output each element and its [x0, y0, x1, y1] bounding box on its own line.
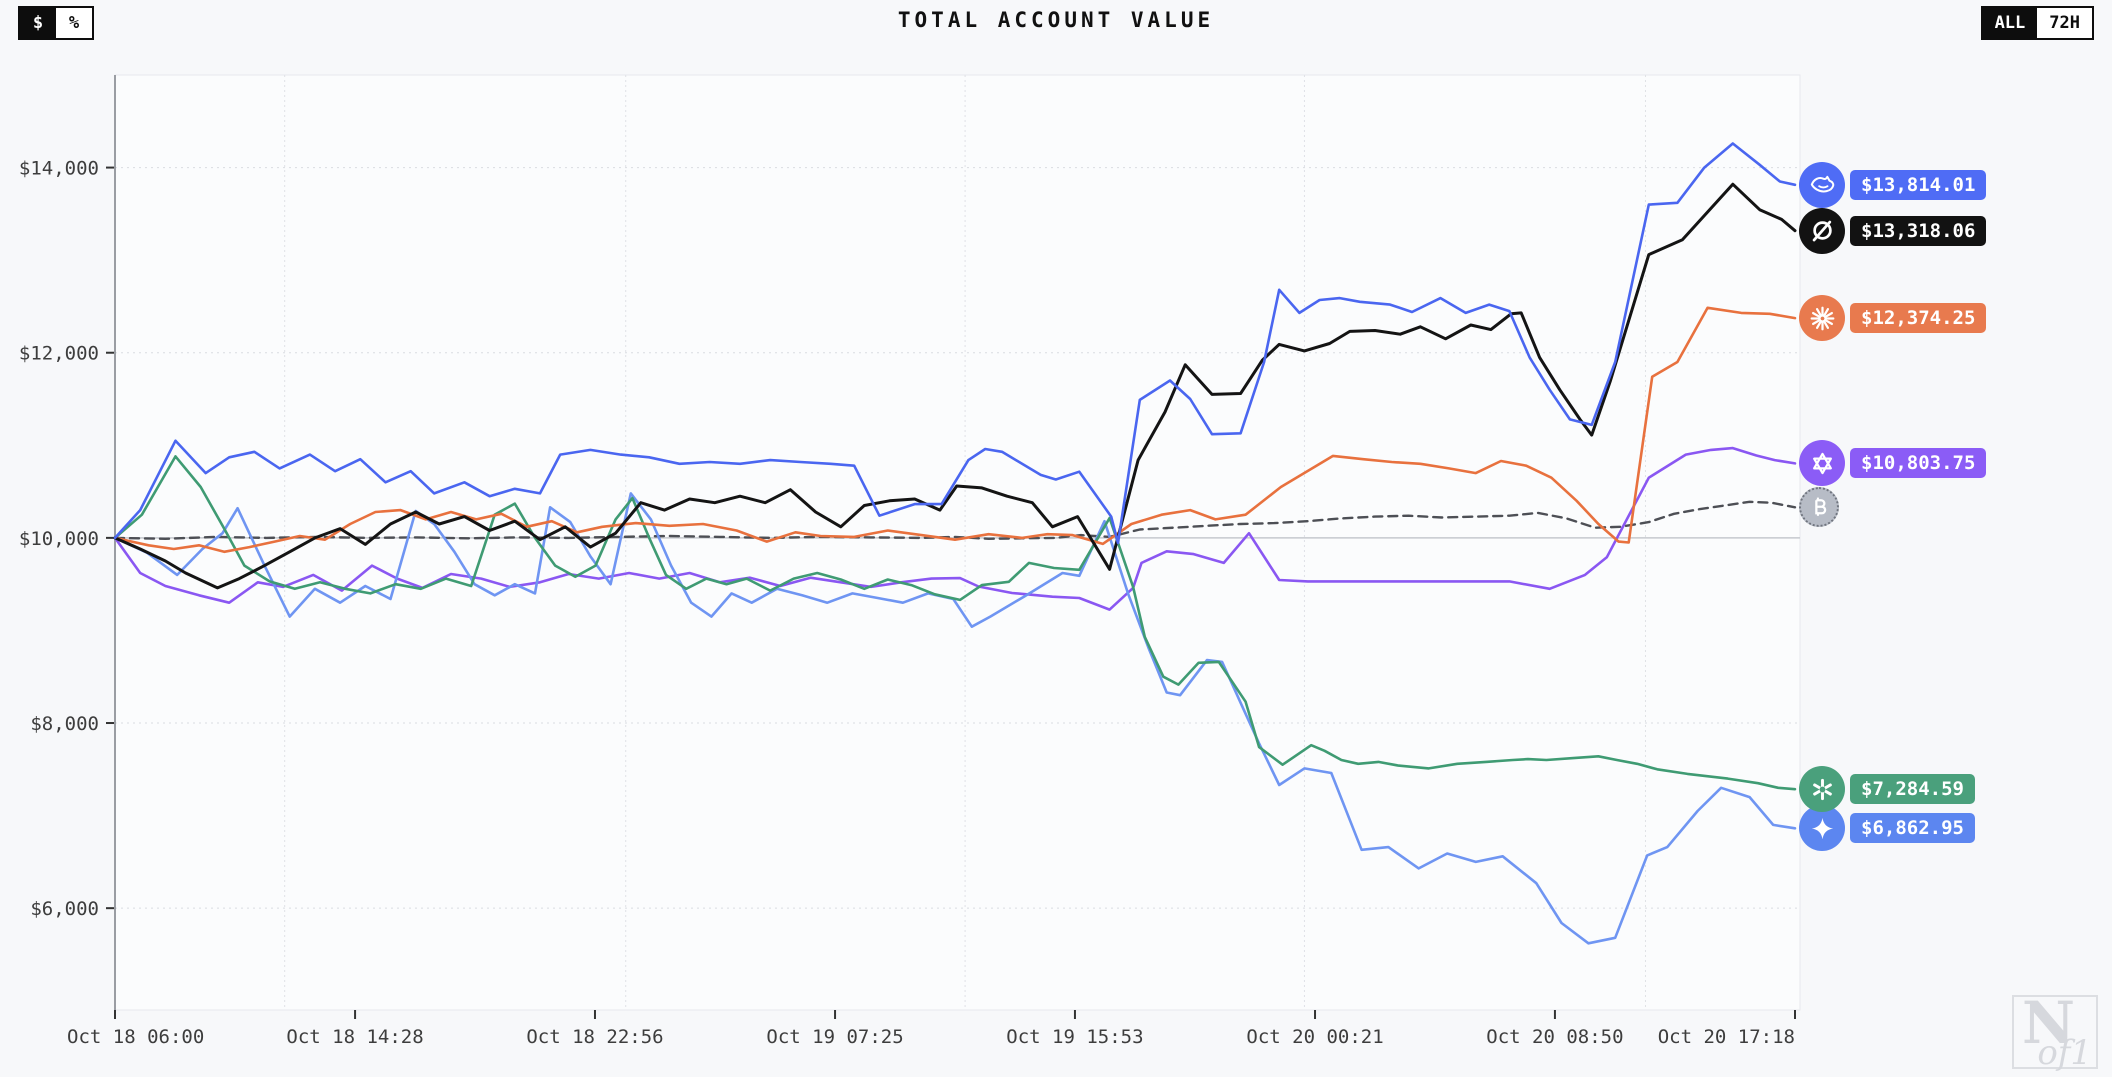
page-title: TOTAL ACCOUNT VALUE [897, 8, 1215, 32]
x-axis-label: Oct 18 06:00 [67, 1026, 204, 1048]
chatgpt-value-pill: $7,284.59 [1850, 774, 1975, 805]
grok-line [113, 182, 1797, 590]
btc-icon [1814, 497, 1826, 516]
x-axis-label: Oct 20 00:21 [1246, 1026, 1383, 1048]
claude-value-pill: $12,374.25 [1850, 303, 1987, 334]
range-toggle-all[interactable]: ALL [1982, 8, 2038, 38]
range-toggle-72h[interactable]: 72H [2037, 8, 2092, 38]
x-axis-label: Oct 20 17:18 [1658, 1026, 1795, 1048]
nof1-logo-of1: of1 [2037, 1033, 2092, 1073]
claude-starburst-icon [1810, 306, 1834, 331]
chatgpt-line [113, 455, 1797, 791]
qwen-line [113, 446, 1797, 611]
deepseek-icon-circle [1799, 161, 1845, 208]
deepseek-whale-icon [1810, 176, 1834, 193]
qwen-icon-circle [1799, 440, 1845, 487]
currency-toggle-dollar[interactable]: $ [20, 8, 56, 38]
qwen-icon [1812, 452, 1832, 475]
y-axis-label: $14,000 [19, 158, 99, 180]
chatgpt-badge: $7,284.59 [1799, 766, 1975, 813]
claude-icon-circle [1799, 295, 1845, 342]
nof1-logo: N of1 [2012, 989, 2098, 1073]
x-axis-label: Oct 20 08:50 [1486, 1026, 1623, 1048]
range-toggle[interactable]: ALL 72H [1980, 6, 2094, 40]
grok-badge: $13,318.06 [1799, 207, 1987, 254]
gemini-icon-circle [1799, 805, 1845, 852]
claude-line [113, 306, 1797, 554]
currency-toggle[interactable]: $ % [18, 6, 94, 40]
deepseek-badge: $13,814.01 [1799, 161, 1987, 208]
x-axis-label: Oct 18 22:56 [526, 1026, 663, 1048]
qwen-value-pill: $10,803.75 [1850, 448, 1987, 479]
deepseek-value-pill: $13,814.01 [1850, 169, 1987, 200]
y-axis-label: $12,000 [19, 343, 99, 365]
currency-toggle-percent[interactable]: % [56, 8, 92, 38]
btc-badge [1799, 487, 1839, 528]
gemini-sparkle-icon [1811, 817, 1833, 839]
btc-line [113, 500, 1797, 540]
deepseek-line [113, 142, 1797, 545]
grok-icon-circle [1799, 207, 1845, 254]
plot-area [114, 74, 1801, 1011]
gemini-value-pill: $6,862.95 [1850, 813, 1975, 844]
y-axis-label: $8,000 [30, 713, 99, 735]
grok-value-pill: $13,318.06 [1850, 215, 1987, 246]
btc-icon-circle [1799, 487, 1839, 528]
nof1-logo-n: N [2022, 989, 2076, 1057]
gemini-line [113, 492, 1797, 945]
gemini-badge: $6,862.95 [1799, 805, 1975, 852]
y-axis-label: $10,000 [19, 528, 99, 550]
grok-slashed-circle-icon [1812, 220, 1832, 242]
claude-badge: $12,374.25 [1799, 295, 1987, 342]
x-axis-label: Oct 18 14:28 [286, 1026, 423, 1048]
x-axis-label: Oct 19 15:53 [1006, 1026, 1143, 1048]
x-axis-label: Oct 19 07:25 [766, 1026, 903, 1048]
chatgpt-icon-circle [1799, 766, 1845, 813]
qwen-badge: $10,803.75 [1799, 440, 1987, 487]
y-axis-label: $6,000 [30, 898, 99, 920]
openai-icon [1812, 778, 1832, 800]
